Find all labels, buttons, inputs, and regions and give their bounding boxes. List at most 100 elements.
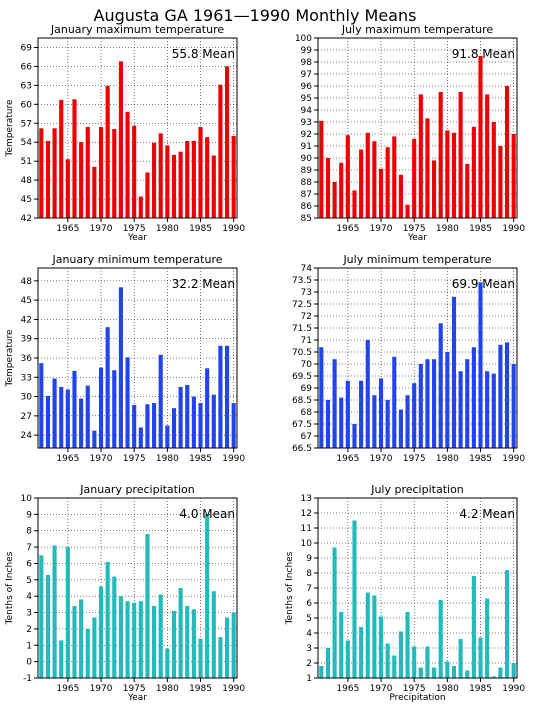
bar-1988 bbox=[498, 146, 503, 218]
y-axis-label: Tenths of Inches bbox=[285, 551, 295, 625]
bar-1975 bbox=[412, 383, 417, 448]
bar-1964 bbox=[339, 162, 344, 218]
bar-1975 bbox=[412, 646, 417, 678]
bar-1970 bbox=[378, 616, 384, 678]
bar-1971 bbox=[385, 400, 390, 448]
y-tick-label: 94 bbox=[301, 106, 313, 116]
bar-1978 bbox=[432, 160, 437, 218]
bar-1980 bbox=[165, 145, 170, 218]
y-tick-label: 96 bbox=[301, 82, 313, 92]
bar-1989 bbox=[504, 342, 510, 448]
bar-1979 bbox=[438, 92, 443, 218]
bar-1969 bbox=[372, 595, 377, 678]
bar-1980 bbox=[445, 661, 450, 678]
y-tick-label: 3 bbox=[306, 644, 312, 654]
page-title: Augusta GA 1961—1990 Monthly Means bbox=[94, 6, 417, 25]
bar-1981 bbox=[451, 132, 457, 218]
y-tick-label: 70.5 bbox=[292, 348, 312, 358]
x-tick-label: 1985 bbox=[469, 684, 492, 694]
mean-label: 32.2 Mean bbox=[172, 277, 235, 291]
y-tick-label: 86 bbox=[301, 202, 313, 212]
bar-1968 bbox=[85, 628, 90, 678]
bar-1977 bbox=[425, 359, 430, 448]
bar-1965 bbox=[345, 135, 350, 218]
bar-1972 bbox=[112, 370, 117, 448]
bar-1976 bbox=[138, 601, 143, 678]
chart-panel-1: January maximum temperature 42 45 48 51 54 57 6… bbox=[5, 23, 245, 243]
y-tick-label: 13 bbox=[301, 494, 312, 504]
y-tick-label: 36 bbox=[21, 354, 33, 364]
y-tick-label: 67 bbox=[301, 432, 312, 442]
mean-label: 91.8 Mean bbox=[452, 47, 515, 61]
bar-1971 bbox=[385, 643, 390, 678]
y-tick-label: 10 bbox=[301, 539, 313, 549]
x-tick-label: 1990 bbox=[502, 224, 525, 234]
bar-1979 bbox=[158, 594, 163, 678]
bar-1980 bbox=[165, 425, 170, 448]
bar-1973 bbox=[398, 631, 403, 678]
y-tick-label: 45 bbox=[21, 195, 32, 205]
bar-1961 bbox=[39, 555, 44, 678]
y-tick-label: 67.5 bbox=[292, 420, 312, 430]
bar-1979 bbox=[158, 354, 163, 448]
bar-1988 bbox=[498, 344, 503, 448]
bar-1977 bbox=[425, 118, 430, 218]
y-tick-label: 48 bbox=[21, 176, 33, 186]
bar-1973 bbox=[118, 61, 123, 218]
bar-1962 bbox=[325, 158, 331, 218]
y-tick-label: 71 bbox=[301, 336, 312, 346]
bar-1970 bbox=[98, 127, 104, 218]
bar-1978 bbox=[152, 606, 157, 678]
bar-1975 bbox=[132, 602, 137, 678]
bar-1970 bbox=[378, 378, 384, 448]
bar-1965 bbox=[345, 640, 350, 678]
y-tick-label: 60 bbox=[21, 100, 33, 110]
bar-1969 bbox=[372, 141, 377, 218]
y-tick-label: 54 bbox=[21, 138, 33, 148]
bar-1961 bbox=[319, 666, 324, 678]
x-tick-label: 1980 bbox=[156, 454, 179, 464]
bar-1989 bbox=[504, 570, 510, 678]
bar-1976 bbox=[418, 364, 423, 448]
y-tick-label: 88 bbox=[301, 178, 313, 188]
bar-1969 bbox=[372, 395, 377, 448]
bar-1979 bbox=[438, 323, 443, 448]
y-tick-label: 92 bbox=[301, 130, 312, 140]
x-tick-label: 1980 bbox=[436, 684, 459, 694]
x-tick-label: 1970 bbox=[90, 684, 113, 694]
x-axis-label: Year bbox=[127, 233, 147, 243]
y-tick-label: 68 bbox=[301, 408, 313, 418]
bar-1989 bbox=[224, 617, 230, 678]
y-tick-label: 6 bbox=[306, 599, 312, 609]
y-tick-label: 2 bbox=[26, 625, 32, 635]
bar-1985 bbox=[198, 403, 203, 448]
x-tick-label: 1965 bbox=[56, 454, 79, 464]
bar-1974 bbox=[405, 204, 410, 218]
bar-1988 bbox=[498, 667, 503, 678]
bar-1985 bbox=[478, 637, 483, 678]
bar-1986 bbox=[485, 598, 490, 678]
bar-1974 bbox=[405, 395, 410, 448]
y-tick-label: 42 bbox=[21, 315, 32, 325]
bar-1982 bbox=[458, 639, 463, 678]
y-axis-label: Temperature bbox=[5, 99, 15, 157]
bar-1973 bbox=[118, 287, 123, 448]
bar-1976 bbox=[418, 94, 423, 218]
x-tick-label: 1990 bbox=[222, 224, 245, 234]
bar-1973 bbox=[398, 174, 403, 218]
bar-1980 bbox=[445, 130, 450, 218]
bar-1961 bbox=[319, 120, 324, 218]
bar-1980 bbox=[445, 352, 450, 448]
y-tick-label: 93 bbox=[301, 118, 312, 128]
y-tick-label: 11 bbox=[301, 524, 312, 534]
bar-1968 bbox=[365, 132, 370, 218]
bar-1978 bbox=[152, 142, 157, 218]
y-tick-label: 48 bbox=[21, 277, 33, 287]
y-tick-label: 73 bbox=[301, 288, 312, 298]
chart-panel-3: January minimum temperature 24 27 30 33 36 39 4… bbox=[5, 253, 245, 464]
y-tick-label: 63 bbox=[21, 81, 32, 91]
bar-1963 bbox=[52, 545, 57, 678]
mean-label: 4.0 Mean bbox=[179, 507, 235, 521]
bar-1973 bbox=[118, 596, 123, 678]
bar-1981 bbox=[171, 610, 177, 678]
